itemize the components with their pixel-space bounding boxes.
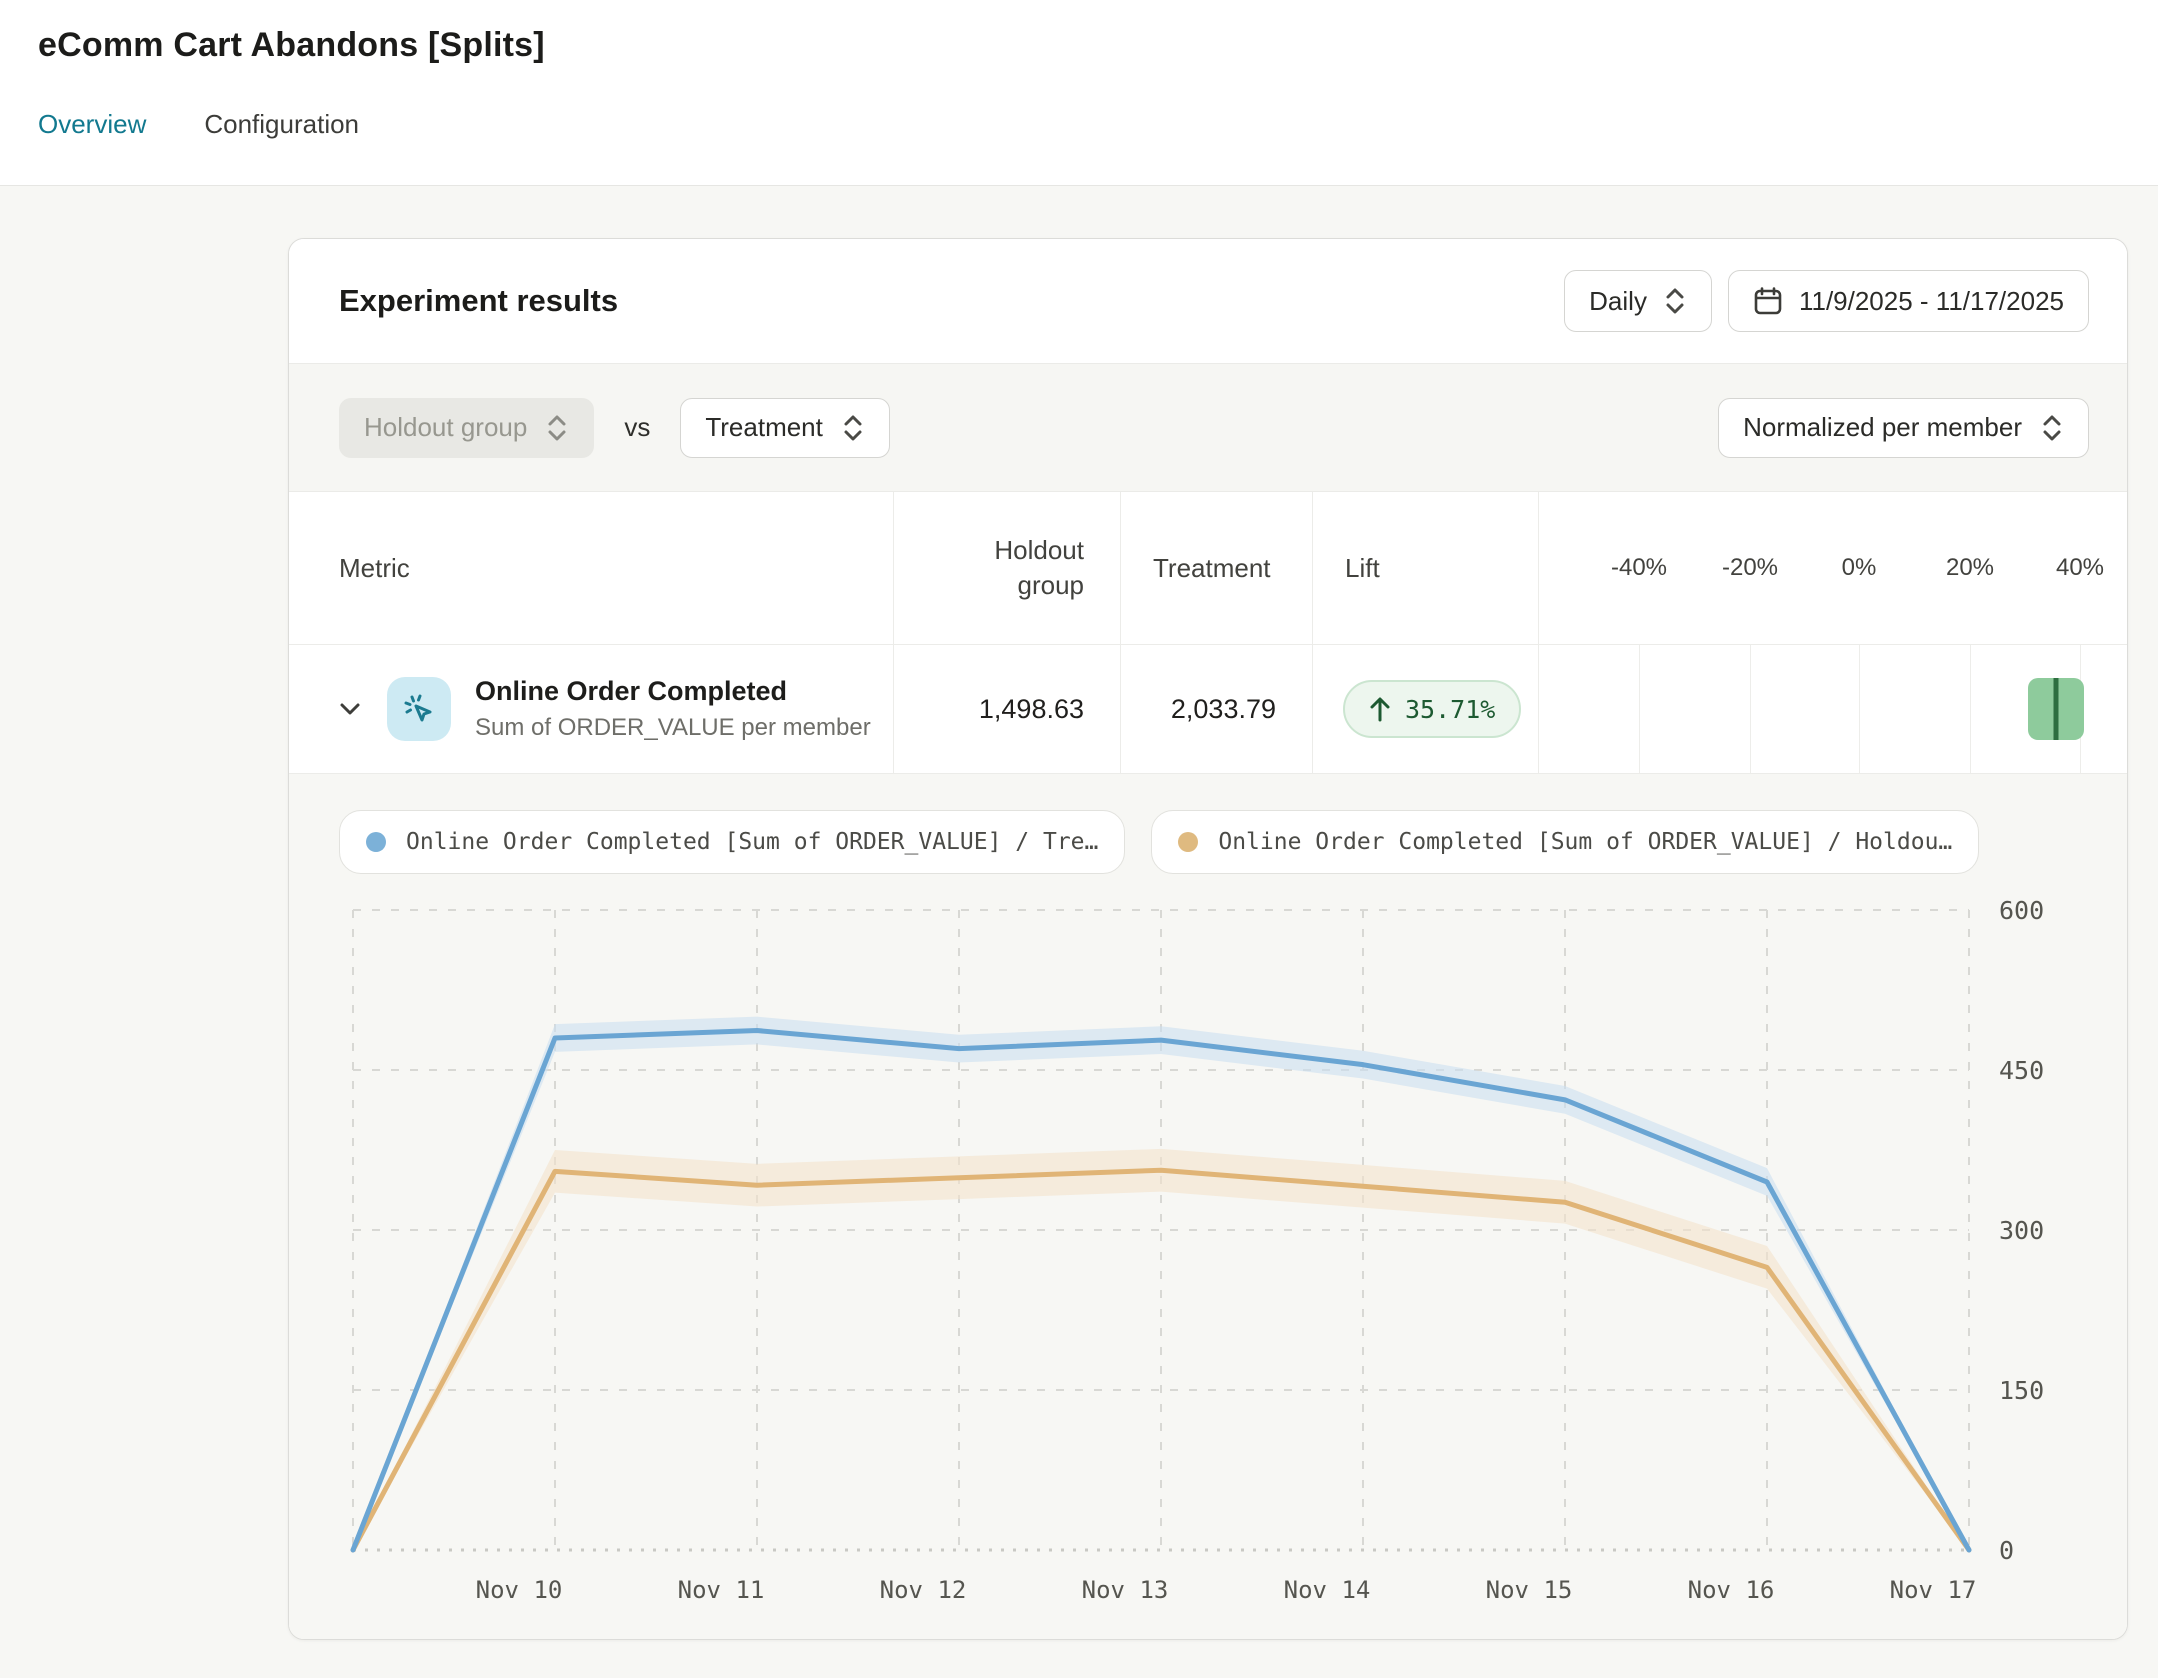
column-header-treatment: Treatment — [1121, 492, 1313, 644]
header-controls: Daily 11/9/2025 - 11/17/2025 — [1564, 270, 2089, 332]
date-range-picker[interactable]: 11/9/2025 - 11/17/2025 — [1727, 270, 2089, 332]
svg-text:Nov 12: Nov 12 — [880, 1576, 967, 1604]
compare-selectors: Holdout group vs Treatment — [339, 397, 890, 458]
svg-text:450: 450 — [1999, 1056, 2044, 1085]
treatment-value: Treatment — [705, 412, 823, 442]
svg-text:0: 0 — [1999, 1536, 2014, 1565]
lift-value: 35.71% — [1405, 694, 1496, 724]
column-header-metric: Metric — [289, 492, 894, 644]
tab-overview[interactable]: Overview — [38, 109, 147, 139]
page-header: eComm Cart Abandons [Splits] Overview Co… — [0, 0, 2158, 186]
treatment-value-cell: 2,033.79 — [1121, 645, 1313, 773]
scale-tick: 0% — [1841, 554, 1877, 581]
scale-tick: 20% — [1945, 554, 1995, 581]
legend-chip-treatment[interactable]: Online Order Completed [Sum of ORDER_VAL… — [339, 810, 1126, 874]
lift-scale-header: -40% -20% 0% 20% 40% — [1539, 492, 2127, 644]
svg-text:Nov 11: Nov 11 — [678, 1576, 765, 1604]
lift-interval-cell — [1539, 645, 2127, 773]
vs-label: vs — [624, 412, 651, 442]
arrow-up-icon — [1370, 697, 1390, 722]
metric-subtitle: Sum of ORDER_VALUE per member — [475, 714, 871, 741]
scale-gridline — [1970, 645, 1971, 773]
svg-text:Nov 17: Nov 17 — [1890, 1576, 1977, 1604]
tab-configuration[interactable]: Configuration — [204, 109, 360, 139]
row-expand-caret[interactable] — [329, 692, 371, 726]
table-row: Online Order Completed Sum of ORDER_VALU… — [289, 644, 2127, 773]
treatment-select[interactable]: Treatment — [680, 397, 890, 458]
compare-controls: Holdout group vs Treatment Normalized pe… — [289, 363, 2127, 492]
line-chart: 0 150 300 450 600 Nov 10 Nov 11 Nov 12 Nov 13 Nov… — [339, 900, 2077, 1639]
scale-gridline — [1639, 645, 1640, 773]
legend-label: Online Order Completed [Sum of ORDER_VAL… — [406, 829, 1099, 855]
granularity-select[interactable]: Daily — [1564, 270, 1712, 332]
scale-gridline — [1859, 645, 1860, 773]
legend-dot-treatment — [366, 832, 386, 852]
metric-event-icon — [387, 677, 451, 741]
svg-text:300: 300 — [1999, 1216, 2044, 1245]
card-title: Experiment results — [339, 283, 619, 318]
holdout-group-value: Holdout group — [364, 412, 528, 442]
metric-labels: Online Order Completed Sum of ORDER_VALU… — [475, 676, 871, 742]
chart-legend: Online Order Completed [Sum of ORDER_VAL… — [339, 810, 2077, 874]
normalization-select[interactable]: Normalized per member — [1718, 397, 2089, 458]
metrics-table-header: Metric Holdout group Treatment Lift -40%… — [289, 492, 2127, 644]
holdout-group-select[interactable]: Holdout group — [339, 397, 595, 458]
tab-bar: Overview Configuration — [38, 109, 2158, 164]
lift-cell: 35.71% — [1313, 645, 1539, 773]
metric-cell: Online Order Completed Sum of ORDER_VALU… — [289, 645, 894, 773]
granularity-value: Daily — [1589, 285, 1647, 316]
scale-tick: -20% — [1721, 554, 1779, 581]
page-title: eComm Cart Abandons [Splits] — [38, 26, 545, 64]
column-header-lift: Lift — [1313, 492, 1539, 644]
chevron-updown-icon — [2040, 413, 2064, 443]
svg-text:Nov 10: Nov 10 — [476, 1576, 563, 1604]
lift-point-marker — [2053, 678, 2059, 740]
legend-chip-holdout[interactable]: Online Order Completed [Sum of ORDER_VAL… — [1151, 810, 1980, 874]
chart-section: Online Order Completed [Sum of ORDER_VAL… — [289, 773, 2127, 1639]
lift-badge: 35.71% — [1343, 680, 1522, 738]
scale-tick: 40% — [2055, 554, 2105, 581]
experiment-results-card: Experiment results Daily 11/9/2025 - 11/… — [288, 238, 2128, 1640]
chevron-updown-icon — [545, 413, 569, 443]
calendar-icon — [1753, 286, 1783, 316]
scale-gridline — [1750, 645, 1751, 773]
legend-dot-holdout — [1178, 832, 1199, 852]
chevron-updown-icon — [841, 413, 865, 443]
svg-text:Nov 16: Nov 16 — [1688, 1576, 1775, 1604]
svg-text:600: 600 — [1999, 900, 2044, 925]
column-header-holdout-group: Holdout group — [894, 492, 1121, 644]
svg-text:Nov 15: Nov 15 — [1486, 1576, 1573, 1604]
svg-text:Nov 14: Nov 14 — [1284, 1576, 1371, 1604]
line-chart-canvas: 0 150 300 450 600 Nov 10 Nov 11 Nov 12 Nov 13 Nov… — [350, 900, 2044, 1604]
metric-name: Online Order Completed — [475, 676, 788, 706]
scale-tick: -40% — [1610, 554, 1668, 581]
chevron-updown-icon — [1663, 286, 1687, 316]
holdout-value-cell: 1,498.63 — [894, 645, 1121, 773]
card-header: Experiment results Daily 11/9/2025 - 11/… — [289, 239, 2127, 363]
svg-text:150: 150 — [1999, 1376, 2044, 1405]
legend-label: Online Order Completed [Sum of ORDER_VAL… — [1218, 829, 1953, 855]
svg-text:Nov 13: Nov 13 — [1082, 1576, 1169, 1604]
normalization-value: Normalized per member — [1743, 412, 2022, 442]
date-range-value: 11/9/2025 - 11/17/2025 — [1798, 285, 2064, 316]
